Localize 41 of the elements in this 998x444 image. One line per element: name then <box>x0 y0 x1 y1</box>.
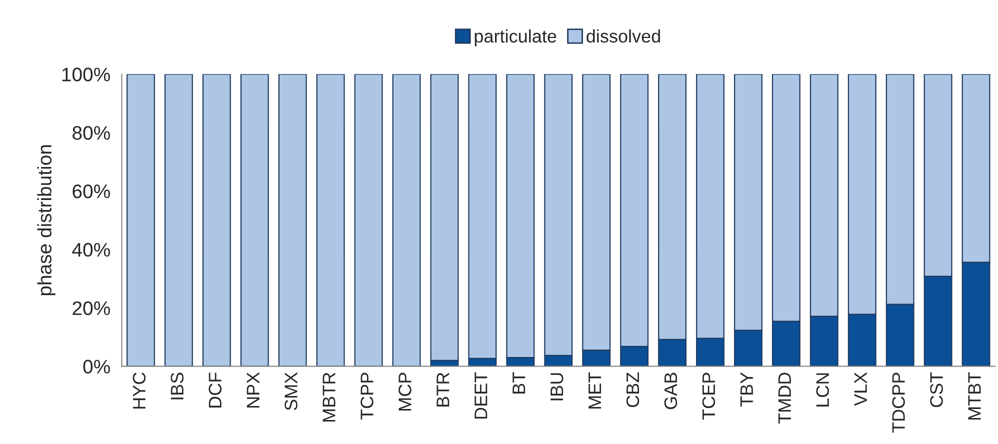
x-tick-label: TDCPP <box>892 372 905 433</box>
x-tick-label: SMX <box>284 372 298 410</box>
y-tick-label: 40% <box>72 242 110 257</box>
bar <box>430 74 459 362</box>
x-tick-label: TBY <box>740 372 753 407</box>
bar <box>316 74 345 366</box>
x-tick-label: MCP <box>398 372 412 410</box>
legend-label: dissolved <box>586 29 660 43</box>
x-tick-label: LCN <box>816 373 829 406</box>
x-tick-label: MTBT <box>968 372 981 420</box>
x-tick-label: DEET <box>474 372 488 419</box>
x-tick-label: HYC <box>132 372 146 408</box>
bar <box>392 74 421 366</box>
x-tick-label: BT <box>512 372 526 394</box>
x-tick-label: TMDD <box>778 372 791 424</box>
bar <box>126 74 155 366</box>
y-tick-label: 80% <box>72 126 110 140</box>
x-tick-label: TCPP <box>360 372 374 420</box>
bar <box>278 74 307 366</box>
x-tick-label: IBS <box>170 372 184 400</box>
y-tick-label: 0% <box>83 360 110 374</box>
x-tick-label: GAB <box>664 372 678 410</box>
x-tick-label: IBU <box>550 373 564 400</box>
x-tick-label: TCEP <box>702 372 716 420</box>
bar <box>164 74 193 366</box>
bar <box>240 74 269 366</box>
legend-label: particulate <box>474 29 556 46</box>
y-tick-label: 60% <box>72 184 110 198</box>
x-tick-label: CBZ <box>626 372 640 408</box>
x-tick-label: MET <box>588 372 602 408</box>
x-tick-label: VLX <box>854 372 867 406</box>
x-tick-label: DCF <box>208 372 222 408</box>
y-tick-label: 100% <box>62 68 110 82</box>
bar <box>354 74 383 366</box>
x-tick-label: MBTR <box>322 372 336 422</box>
x-tick-label: BTR <box>436 372 450 406</box>
x-tick-label: NPX <box>246 372 260 408</box>
y-axis-title: phase distribution <box>37 145 56 296</box>
y-tick-label: 20% <box>72 301 110 316</box>
bar <box>202 74 231 366</box>
x-tick-label: CST <box>930 372 943 408</box>
